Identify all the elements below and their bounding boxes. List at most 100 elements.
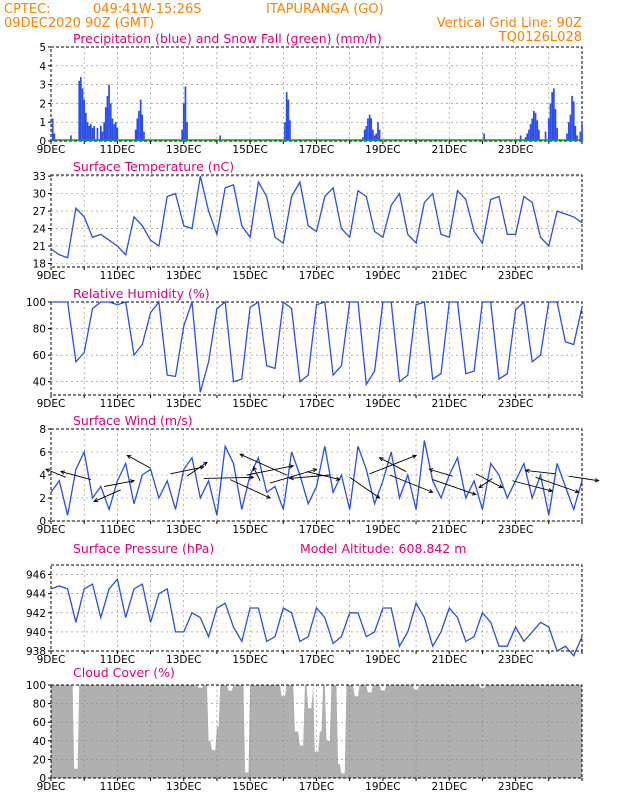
- precip-bar: [536, 120, 539, 141]
- precip-bar: [377, 122, 379, 141]
- precip-bar: [139, 99, 142, 141]
- precip-bar: [104, 107, 107, 141]
- precip-bar: [111, 118, 114, 141]
- precip-bar: [548, 118, 550, 141]
- panel-title: Precipitation (blue) and Snow Fall (gree…: [73, 31, 382, 46]
- y-tick-label: 5: [39, 42, 46, 54]
- y-tick-label: 944: [26, 589, 46, 601]
- wind-arrow: [186, 461, 208, 477]
- x-tick-label: 17DEC: [299, 270, 334, 282]
- precip-bar: [524, 137, 527, 141]
- wind-arrow: [512, 480, 553, 492]
- precip-bar: [370, 118, 373, 141]
- precip-bar: [572, 101, 575, 141]
- precip-bar: [219, 135, 222, 141]
- wind-arrow: [535, 476, 579, 493]
- precip-bar: [101, 131, 104, 141]
- precip-bar: [526, 133, 529, 141]
- x-tick-label: 21DEC: [432, 144, 467, 156]
- wind-arrow-head: [524, 468, 530, 473]
- precip-bar: [108, 84, 110, 141]
- x-tick-label: 11DEC: [100, 144, 135, 156]
- precip-bar: [556, 127, 558, 141]
- panel-4: Surface Pressure (hPa) Model Altitude: 60…: [26, 541, 583, 666]
- x-tick-label: 13DEC: [166, 398, 201, 410]
- x-tick-label: 23DEC: [498, 270, 533, 282]
- wind-arrow-head: [45, 468, 51, 473]
- wind-arrow-head: [471, 491, 477, 496]
- x-tick-label: 11DEC: [100, 270, 135, 282]
- precip-bar: [106, 95, 109, 141]
- precip-bar: [569, 114, 572, 141]
- panel-1: Surface Temperature (nC) 18 21 24 27 30 33 9DEC…: [33, 159, 583, 282]
- y-tick-label: 2: [39, 98, 46, 110]
- y-tick-label: 938: [26, 646, 46, 658]
- x-tick-label: 17DEC: [299, 654, 334, 666]
- panel-title: Relative Humidity (%): [73, 286, 210, 301]
- precip-bar: [93, 126, 95, 141]
- x-tick-label: 13DEC: [166, 654, 201, 666]
- precip-bar: [287, 99, 290, 141]
- wind-arrow: [525, 469, 556, 475]
- wind-arrow: [127, 455, 151, 469]
- x-tick-label: 13DEC: [166, 781, 201, 793]
- panel-5: Cloud Cover (%) 0 20 40 60 80 100 9DEC 11DEC 13DE…: [26, 665, 583, 793]
- precip-bar: [373, 135, 376, 141]
- x-tick-label: 13DEC: [166, 524, 201, 536]
- precip-bar: [116, 127, 119, 141]
- precip-bar: [574, 126, 577, 141]
- precip-bar: [576, 135, 578, 141]
- panel-0: Precipitation (blue) and Snow Fall (gree…: [37, 31, 583, 156]
- x-tick-label: 21DEC: [432, 398, 467, 410]
- precip-bar: [113, 124, 115, 141]
- wind-arrow-head: [412, 454, 418, 459]
- precip-bar: [372, 129, 374, 141]
- series-line: [50, 176, 583, 259]
- y-tick-label: 21: [33, 241, 46, 253]
- precip-bar: [375, 133, 378, 141]
- precip-bar: [551, 92, 553, 141]
- x-tick-label: 19DEC: [365, 398, 400, 410]
- x-tick-label: 23DEC: [498, 144, 533, 156]
- x-tick-label: 15DEC: [232, 144, 267, 156]
- header-grid-note: Vertical Grid Line: 90Z: [437, 16, 582, 31]
- x-tick-label: 19DEC: [365, 781, 400, 793]
- precip-bar: [182, 103, 185, 141]
- header-coords: 049:41W-15:26S: [93, 2, 201, 17]
- header-run-time: 09DEC2020 90Z (GMT): [4, 16, 154, 31]
- x-tick-label: 13DEC: [166, 144, 201, 156]
- wind-arrow-head: [289, 464, 295, 469]
- y-tick-label: 33: [33, 171, 46, 183]
- x-tick-label: 23DEC: [498, 654, 533, 666]
- model-altitude: Model Altitude: 608.842 m: [300, 541, 466, 556]
- panel-title: Surface Pressure (hPa): [73, 541, 214, 556]
- precip-bar: [70, 135, 72, 141]
- wind-arrow-head: [312, 468, 318, 473]
- precip-bar: [184, 86, 187, 141]
- wind-arrow: [269, 468, 317, 484]
- y-tick-label: 3: [39, 80, 46, 92]
- y-tick-label: 2: [39, 493, 46, 505]
- x-tick-label: 23DEC: [498, 398, 533, 410]
- precip-bar: [85, 112, 87, 141]
- x-tick-label: 17DEC: [299, 144, 334, 156]
- header-location: ITAPURANGA (GO): [266, 2, 384, 17]
- wind-arrow: [568, 475, 599, 482]
- y-tick-label: 80: [33, 699, 46, 711]
- y-tick-label: 60: [33, 717, 46, 729]
- x-tick-label: 9DEC: [37, 144, 66, 156]
- x-tick-label: 15DEC: [232, 781, 267, 793]
- precip-bar: [533, 110, 535, 141]
- precip-bar: [567, 122, 570, 141]
- precip-bar: [363, 129, 366, 141]
- wind-arrow-head: [335, 476, 341, 481]
- wind-arrow: [379, 457, 407, 472]
- x-tick-label: 15DEC: [232, 270, 267, 282]
- precip-bar: [289, 120, 291, 141]
- wind-arrow: [349, 476, 380, 499]
- wind-arrow-head: [288, 476, 294, 481]
- y-tick-label: 4: [39, 470, 46, 482]
- panel-3: Surface Wind (m/s) 0 2 4 6 8 9DEC 11DEC 13DEC 15D…: [37, 413, 600, 536]
- x-tick-label: 19DEC: [365, 654, 400, 666]
- precip-bar: [534, 112, 537, 141]
